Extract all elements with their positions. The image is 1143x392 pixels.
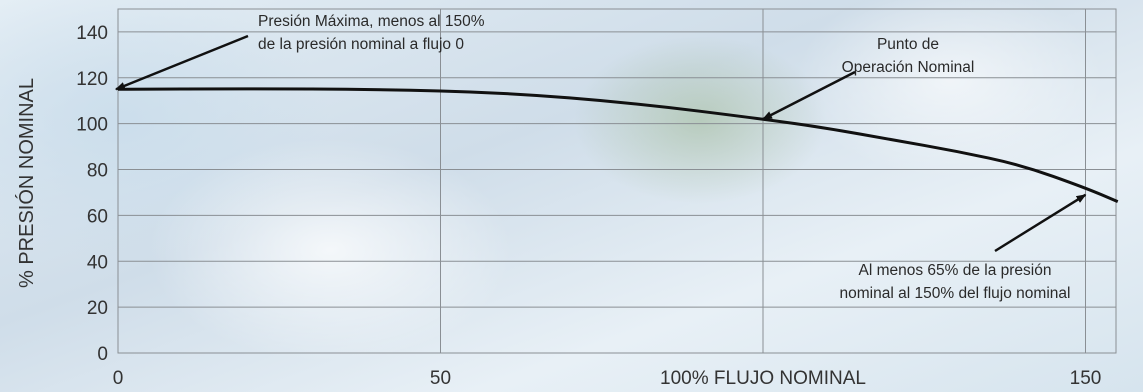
x-tick-label: 50 xyxy=(430,368,451,389)
series xyxy=(117,87,1119,204)
y-tick-label: 60 xyxy=(87,206,108,227)
annotation: Presión Máxima, menos al 150% de la presi… xyxy=(115,13,485,91)
x-tick-label: 150 xyxy=(1070,368,1102,389)
y-tick-label: 20 xyxy=(87,298,108,319)
y-axis-label: % PRESIÓN NOMINAL xyxy=(15,78,38,288)
y-tick-label: 80 xyxy=(87,161,108,182)
x-tick-label: 100% FLUJO NOMINAL xyxy=(660,368,866,389)
annotation-text: de la presión nominal a flujo 0 xyxy=(258,36,464,53)
y-tick-label: 120 xyxy=(76,69,108,90)
annotation: Al menos 65% de la presión nominal al 150… xyxy=(840,193,1087,302)
axes: 0 20 40 60 80 100 120 140 0 50 100% FLUJO NOMINAL 1… xyxy=(76,23,1101,389)
x-tick-label: 0 xyxy=(113,368,124,389)
grid xyxy=(117,8,1117,354)
y-tick-label: 100 xyxy=(76,115,108,136)
y-tick-label: 0 xyxy=(97,344,108,365)
series-line xyxy=(117,87,1119,204)
annotation-arrow xyxy=(115,34,249,91)
annotation-text: Punto de xyxy=(877,36,939,53)
annotation: Punto de Operación Nominal xyxy=(762,36,975,121)
annotation-arrow xyxy=(762,70,856,121)
annotation-arrow xyxy=(994,193,1087,253)
annotation-text: Presión Máxima, menos al 150% xyxy=(258,13,485,30)
y-tick-label: 40 xyxy=(87,252,108,273)
annotations: Presión Máxima, menos al 150% de la presi… xyxy=(115,13,1087,302)
annotation-text: Operación Nominal xyxy=(842,59,975,76)
annotation-text: Al menos 65% de la presión xyxy=(858,262,1051,279)
annotation-text: nominal al 150% del flujo nominal xyxy=(840,285,1071,302)
y-tick-label: 140 xyxy=(76,23,108,44)
